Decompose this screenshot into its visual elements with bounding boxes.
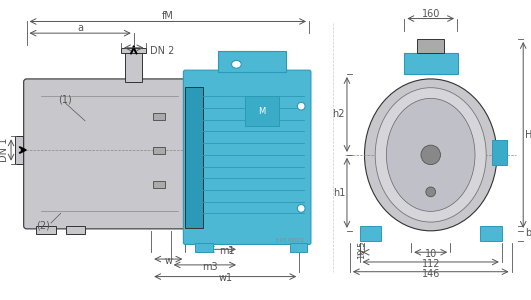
Text: 3.93.020/1: 3.93.020/1 <box>274 238 304 243</box>
Text: h2: h2 <box>332 110 345 119</box>
Text: 160: 160 <box>422 8 440 19</box>
Ellipse shape <box>297 102 305 110</box>
Text: w: w <box>164 256 172 266</box>
Text: m1: m1 <box>219 246 235 256</box>
Bar <box>153 147 165 154</box>
Text: w1: w1 <box>218 273 232 284</box>
Text: 10.5: 10.5 <box>357 241 366 259</box>
Bar <box>15 136 23 164</box>
Bar <box>65 226 85 234</box>
Text: a: a <box>77 23 83 33</box>
Text: m3: m3 <box>202 262 218 272</box>
Bar <box>195 242 212 252</box>
Ellipse shape <box>426 187 435 197</box>
Bar <box>245 96 279 126</box>
Bar <box>185 87 203 228</box>
Bar <box>417 39 444 52</box>
Ellipse shape <box>297 205 305 212</box>
Ellipse shape <box>387 98 475 211</box>
Ellipse shape <box>232 60 241 68</box>
Bar <box>125 52 142 82</box>
Ellipse shape <box>364 79 497 231</box>
Bar <box>481 226 502 241</box>
Bar <box>289 242 307 252</box>
FancyBboxPatch shape <box>24 79 190 229</box>
Bar <box>359 226 381 241</box>
Text: DN 2: DN 2 <box>150 46 175 56</box>
Ellipse shape <box>375 88 486 222</box>
Text: 10: 10 <box>425 249 437 259</box>
Text: M: M <box>258 106 266 116</box>
Bar <box>218 51 286 72</box>
Text: b: b <box>525 228 531 238</box>
Text: (2): (2) <box>36 221 50 231</box>
Bar <box>153 113 165 120</box>
Text: h1: h1 <box>332 188 345 198</box>
Text: DN 1: DN 1 <box>0 138 9 162</box>
FancyBboxPatch shape <box>183 70 311 244</box>
Text: 112: 112 <box>422 259 440 269</box>
Text: 146: 146 <box>422 268 440 278</box>
Bar <box>153 181 165 188</box>
Bar <box>121 48 147 52</box>
Bar <box>36 226 56 234</box>
Ellipse shape <box>421 145 440 165</box>
Text: fM: fM <box>162 11 174 22</box>
Text: (1): (1) <box>58 94 72 104</box>
Text: H: H <box>525 130 531 140</box>
Bar <box>405 52 458 74</box>
Bar <box>492 140 507 165</box>
